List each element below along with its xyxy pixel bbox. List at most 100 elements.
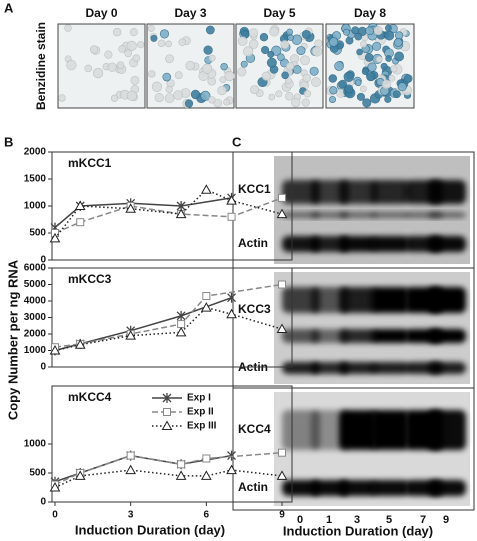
marker [227,292,237,303]
cell [397,82,407,92]
band [339,287,377,313]
cell [250,85,260,95]
cell [338,79,347,89]
band [339,180,377,204]
cell [269,26,280,37]
line [54,188,283,239]
marker [200,302,212,312]
x-tick-label: 3 [128,510,134,521]
legend-marker [161,420,173,430]
lane-label: 9 [443,514,449,526]
x-axis-label: Induction Duration (day) [75,522,225,537]
cell [248,28,259,38]
band [339,362,377,374]
cell [394,51,405,62]
cell [280,40,290,50]
legend-label: Exp I [187,393,211,404]
marker [176,310,186,321]
cell [116,61,125,69]
legend-marker [162,393,172,403]
panel-label: A [4,0,14,15]
cell [165,85,173,93]
cell [174,71,183,80]
cell [110,94,119,102]
cell [354,32,363,41]
band [428,236,466,252]
band [311,362,349,374]
cell [343,28,350,36]
cell [373,26,383,36]
marker [227,450,237,461]
cell [259,33,269,42]
chart-title: mKCC4 [68,390,112,404]
cell [217,85,227,96]
cell [302,73,312,83]
cell [112,27,122,37]
marker [278,193,286,202]
cell [240,60,248,68]
x-tick-label: 6 [204,510,210,521]
line [54,283,283,348]
y-tick-label: 3000 [24,312,47,323]
cell [328,74,337,83]
blot-label: KCC4 [238,422,271,436]
cell [367,62,377,72]
band [428,287,466,313]
cell [268,93,276,101]
cell [385,55,392,62]
marker [227,212,236,221]
marker [49,232,61,243]
marker [276,323,288,334]
cell [356,92,365,101]
cell [205,25,215,35]
cell [208,54,216,62]
cell [300,55,310,66]
cell [124,49,133,58]
cell [185,60,196,71]
cell [266,57,277,68]
cell [237,36,248,46]
cell [190,89,201,100]
marker [175,470,187,480]
day-label: Day 5 [263,6,295,20]
band [371,212,409,218]
cell [366,72,376,82]
marker [200,184,212,194]
cell [343,71,354,83]
lane-label: 0 [297,514,303,526]
cell [107,62,117,72]
cell [147,24,155,32]
cell [381,79,392,89]
cell [354,79,362,87]
cell [261,71,271,81]
y-tick-label: 0 [40,362,46,373]
blot-label: KCC1 [238,182,271,196]
y-tick-label: 0 [40,497,46,508]
line [54,197,283,234]
cell [132,54,141,62]
marker [49,344,61,355]
cell [154,93,164,103]
cell [162,72,172,82]
cell [360,40,368,48]
marker [226,464,237,475]
marker [126,451,135,460]
cell [184,99,194,108]
cell [137,41,145,49]
micrographs [57,23,415,109]
cell [356,48,363,56]
band [371,287,409,313]
cell [213,98,223,108]
band [428,212,466,218]
cell [390,65,398,73]
marker [200,470,212,480]
cell [66,60,77,71]
cell [165,40,173,48]
cell [164,93,175,104]
y-tick-label: 1000 [24,439,47,450]
y-tick-label: 2000 [24,147,47,158]
cell [334,61,344,71]
band [311,329,349,343]
cell [223,98,231,106]
